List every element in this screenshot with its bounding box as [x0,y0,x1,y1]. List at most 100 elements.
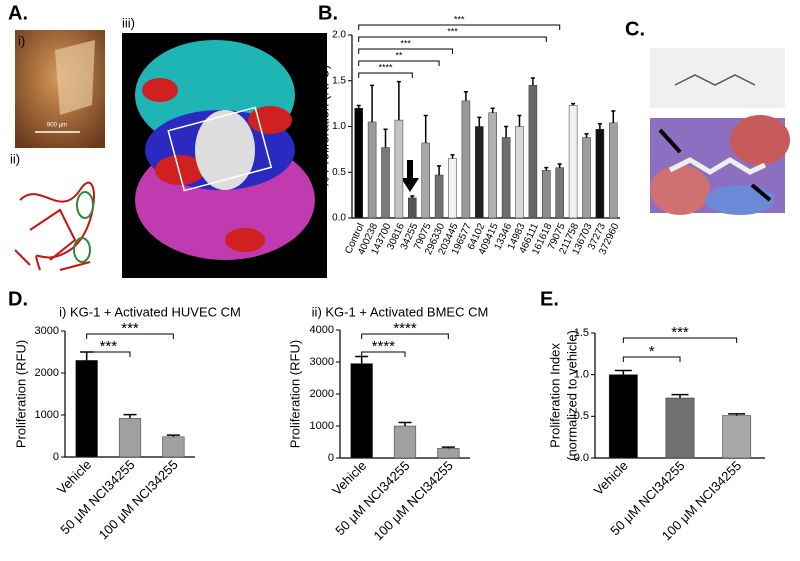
y-tick-label: 0.0 [332,213,346,224]
panel-label: E. [540,288,559,310]
molecule-image [650,48,785,108]
bar [528,85,538,219]
error-bar [396,80,401,121]
error-bar [370,84,375,122]
bar [722,415,752,459]
x-tick-label: 50 μM NCI34255 [332,458,412,538]
x-tick-label: 50 μM NCI34255 [57,457,137,537]
y-axis-label: (normalized to vehicle) [564,330,579,461]
y-tick-label: 1000 [310,420,334,432]
significance-label: *** [671,324,689,341]
error-bar [356,104,361,109]
subpanel-label: i) [18,33,25,48]
significance-label: **** [372,338,396,355]
error-bar [517,114,522,127]
significance-label: *** [447,26,458,36]
bar [461,100,471,219]
y-tick-label: 2000 [310,388,334,400]
error-bar [477,116,482,127]
bar [118,418,142,458]
error-bar [611,110,616,123]
y-tick-label: 1000 [35,409,59,421]
panel-label: A. [8,2,28,24]
bar [665,397,695,459]
chart-title: i) KG-1 + Activated HUVEC CM [59,304,241,319]
y-tick-label: 0.5 [332,167,346,178]
molecule [674,74,756,86]
subpanel-label: ii) [10,151,20,166]
significance-label: *** [121,320,139,337]
significance-label: * [649,343,655,360]
error-bar [671,393,689,398]
bar [434,174,444,219]
significance-label: *** [100,338,118,355]
error-bar [463,90,468,101]
bar [568,105,578,219]
bar [555,167,564,219]
significance-bracket [358,24,561,30]
y-tick-label: 4000 [310,324,334,336]
y-tick-label: 2000 [35,367,59,379]
bar [608,374,638,459]
y-axis-label: Proliferation Index [547,343,562,448]
significance-label: *** [454,14,465,24]
significance-bracket [622,337,738,343]
significance-label: ** [395,50,403,60]
y-axis-label: % Proliferation (RFU) [316,65,331,189]
significance-bracket [86,351,131,357]
error-bar [597,123,602,130]
error-bar [557,163,562,168]
bar [501,137,511,219]
error-bar [614,369,632,375]
y-axis-label: Proliferation (RFU) [287,340,302,448]
y-axis-label: Proliferation (RFU) [13,340,28,448]
y-tick-label: 0.5 [574,410,589,422]
error-bar [728,413,746,416]
y-tick-label: 1.0 [574,369,589,381]
y-tick-label: 0 [53,451,59,463]
error-bar [410,195,415,198]
x-tick-label: Vehicle [329,458,369,498]
y-tick-label: 3000 [35,325,59,337]
bar [448,158,457,219]
bar [542,170,551,219]
bar [75,360,98,458]
bar [394,119,404,219]
x-tick-label: 100 μM NCI34255 [95,457,180,542]
error-bar [450,154,455,159]
arrow [401,160,419,192]
crystal [55,40,95,115]
bar [393,425,417,459]
bar [595,128,605,219]
scale-bar-label: 900 μm [47,123,67,129]
bar [582,137,591,219]
error-bar [383,128,388,148]
y-tick-label: 0 [328,452,334,464]
x-tick-label: Vehicle [54,457,94,497]
panel-label: B. [318,2,338,24]
docking-model [650,115,790,215]
bar [381,147,390,219]
significance-bracket [358,48,453,54]
error-bar [166,434,180,437]
y-tick-label: 1.0 [332,121,346,132]
error-bar [423,114,428,143]
bar [354,107,363,219]
bar [408,197,417,219]
error-bar [544,166,549,171]
significance-label: **** [393,320,417,337]
error-bar [123,413,137,419]
bar [367,121,377,219]
error-bar [584,133,589,138]
error-bar [355,355,369,364]
significance-bracket [358,72,413,78]
y-tick-label: 1.5 [574,327,589,339]
error-bar [530,77,535,86]
y-tick-label: 2.0 [332,30,346,41]
bar [515,126,524,219]
subpanel-label: iii) [122,15,135,30]
y-tick-label: 0.0 [574,452,589,464]
significance-label: **** [378,62,393,72]
significance-bracket [358,60,440,66]
